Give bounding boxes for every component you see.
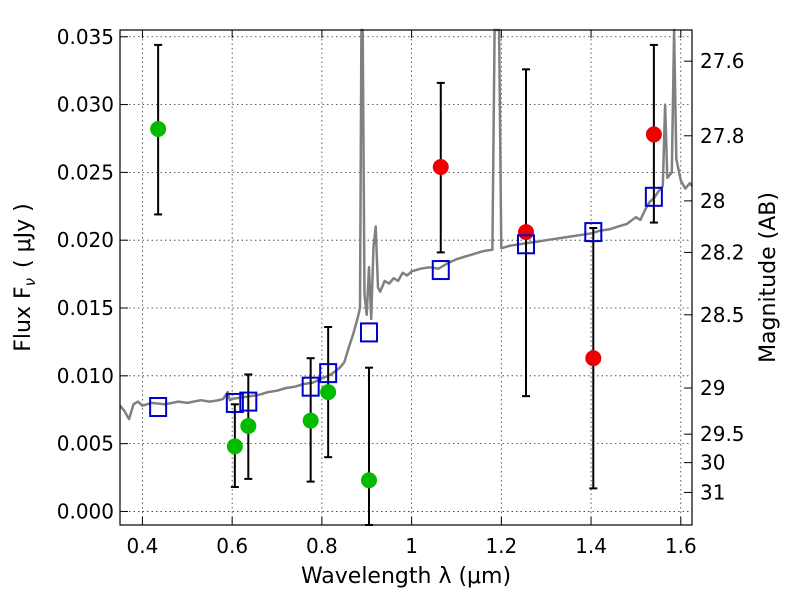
right-tick-label: 31 xyxy=(700,480,725,504)
green-flux-point xyxy=(226,438,243,455)
model-flux-square xyxy=(517,234,536,255)
y-tick-label: 0.000 xyxy=(57,499,114,523)
x-tick-label: 1.4 xyxy=(575,534,607,558)
right-tick-label: 28.2 xyxy=(700,240,745,264)
x-axis-label: Wavelength λ (μm) xyxy=(301,564,511,589)
right-tick-label: 27.6 xyxy=(700,49,745,73)
x-tick-label: 0.6 xyxy=(216,534,248,558)
y-tick-label: 0.005 xyxy=(57,432,114,456)
y-tick-label: 0.025 xyxy=(57,160,114,184)
error-bars xyxy=(154,43,658,526)
red-flux-point xyxy=(518,224,535,241)
green-flux-point xyxy=(360,472,377,489)
right-tick-label: 27.8 xyxy=(700,124,745,148)
model-flux-square xyxy=(431,260,450,281)
y-tick-label: 0.035 xyxy=(57,25,114,49)
y-axis-label-unit: ( μJy ) xyxy=(11,203,36,268)
y-tick-label: 0.010 xyxy=(57,364,114,388)
model-flux-square xyxy=(149,397,168,418)
x-tick-label: 1.2 xyxy=(485,534,517,558)
model-flux-square xyxy=(239,391,258,412)
green-flux-point xyxy=(240,418,257,434)
model-flux-square xyxy=(319,363,338,384)
right-tick-label: 30 xyxy=(700,451,725,475)
model-spectrum xyxy=(119,28,693,421)
y-tick-label: 0.015 xyxy=(57,296,114,320)
y-axis-label-sub: ν xyxy=(21,278,39,286)
right-tick-label: 29.5 xyxy=(700,422,745,446)
red-flux-point xyxy=(432,158,449,175)
plot-frame xyxy=(119,29,693,526)
model-flux-square xyxy=(644,186,663,207)
y-axis-label: Flux Fν ( μJy ) xyxy=(11,203,39,351)
right-tick-label: 28 xyxy=(700,189,725,213)
right-tick-label: 29 xyxy=(700,376,725,400)
red-flux-point xyxy=(585,350,602,367)
green-flux-point xyxy=(302,412,319,429)
model-flux-square xyxy=(301,376,320,397)
x-tick-label: 1.6 xyxy=(665,534,697,558)
green-flux-point xyxy=(150,121,167,137)
model-flux-square xyxy=(584,222,603,243)
red-flux-point xyxy=(645,126,662,143)
grid-lines xyxy=(120,30,692,525)
right-axis-label: Magnitude (AB) xyxy=(756,192,781,363)
y-axis-label-main: Flux F xyxy=(11,286,36,351)
x-tick-label: 0.8 xyxy=(306,534,338,558)
axis-ticks: 0.4 0.6 0.8 1 1.2 1.4 1.6 0.000 0.005 0.010 0.015 0… xyxy=(57,25,745,558)
x-tick-label: 0.4 xyxy=(127,534,159,558)
y-tick-label: 0.020 xyxy=(57,228,114,252)
axis-labels: Wavelength λ (μm) Flux Fν ( μJy ) Magnitu… xyxy=(11,192,781,589)
green-flux-point xyxy=(320,384,337,401)
model-flux-square xyxy=(225,392,244,413)
x-tick-label: 1 xyxy=(405,534,418,558)
model-flux-square xyxy=(359,322,378,343)
model-spectrum-line xyxy=(119,28,693,421)
data-points xyxy=(149,121,663,489)
right-tick-label: 28.5 xyxy=(700,303,745,327)
y-tick-label: 0.030 xyxy=(57,93,114,117)
